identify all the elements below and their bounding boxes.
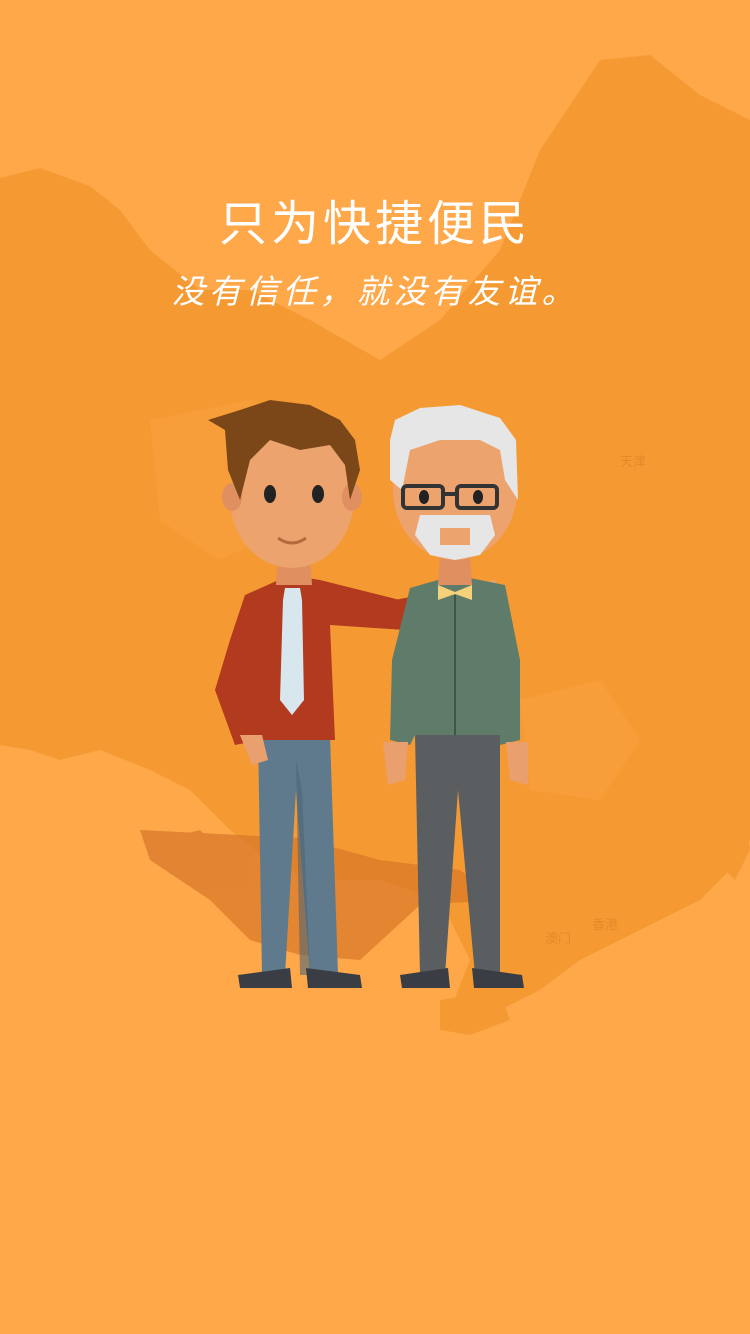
old-man-figure	[383, 405, 528, 988]
headline-title: 只为快捷便民	[218, 196, 531, 252]
map-label-hong-kong: 香港	[592, 918, 619, 933]
map-label-macau: 澳门	[545, 932, 572, 947]
tagline-subtitle: 没有信任，就没有友谊。	[171, 272, 579, 311]
young-man-figure	[208, 400, 500, 988]
map-label-tianjin: 天津	[620, 455, 647, 470]
